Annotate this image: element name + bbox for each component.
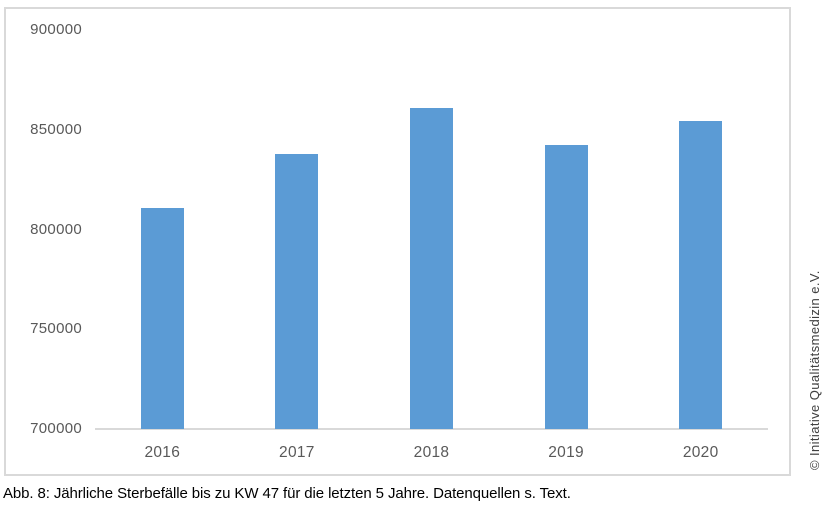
bar-2017: [275, 153, 319, 429]
bar-2019: [544, 144, 588, 429]
y-tick-label-800000: 800000: [30, 220, 82, 238]
x-tick-label-2018: 2018: [413, 444, 450, 461]
x-tick-label-2019: 2019: [548, 444, 584, 461]
x-tick-label-2020: 2020: [682, 444, 719, 461]
y-tick-label-900000: 900000: [30, 21, 82, 38]
chart-plot-frame: [4, 7, 791, 476]
y-tick-label-850000: 850000: [30, 120, 82, 138]
bar-2016: [140, 207, 184, 429]
x-axis-line: [95, 428, 768, 430]
x-tick-label-2017: 2017: [279, 444, 315, 461]
bar-2020: [679, 120, 723, 429]
y-tick-label-750000: 750000: [30, 320, 82, 338]
x-tick-label-2016: 2016: [144, 444, 181, 461]
copyright-vertical-text: © Initiative Qualitätsmedizin e.V.: [807, 270, 822, 470]
bar-2018: [410, 107, 453, 429]
y-tick-label-700000: 700000: [30, 420, 82, 437]
figure-caption: Abb. 8: Jährliche Sterbefälle bis zu KW …: [3, 485, 571, 502]
